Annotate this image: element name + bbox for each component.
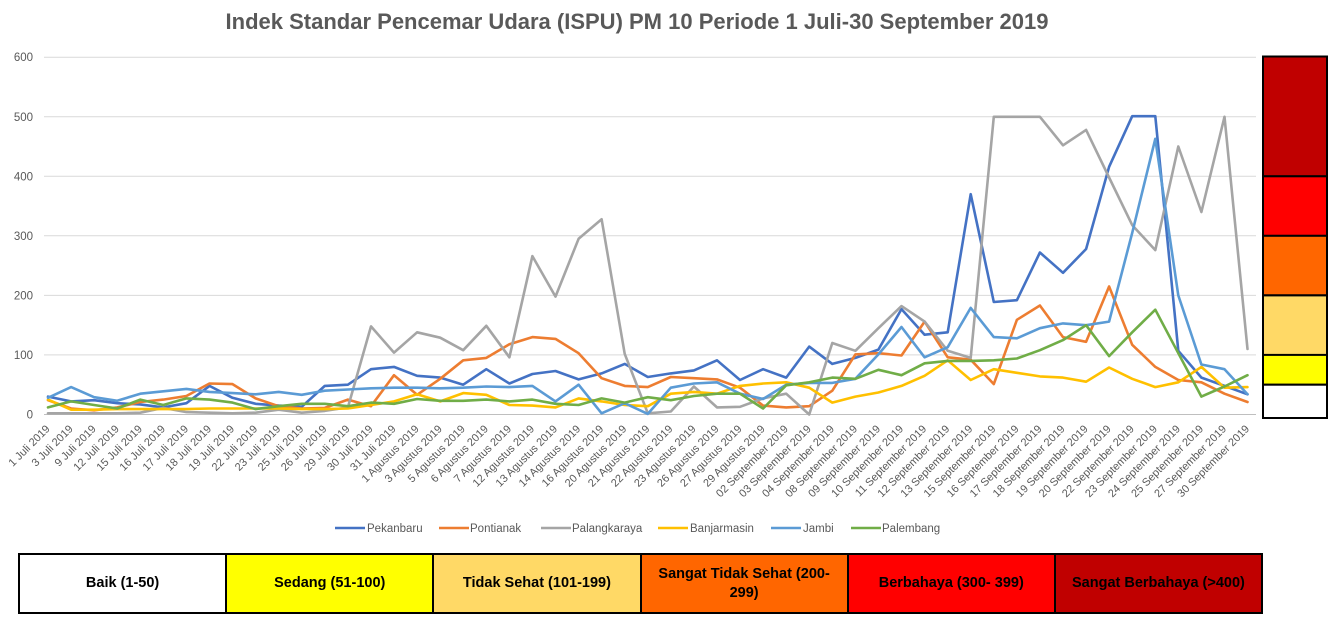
svg-text:100: 100 [14, 350, 33, 362]
svg-text:Pekanbaru: Pekanbaru [367, 523, 423, 535]
svg-text:600: 600 [14, 52, 33, 64]
svg-text:Palangkaraya: Palangkaraya [572, 523, 643, 535]
svg-text:500: 500 [14, 112, 33, 124]
svg-text:Jambi: Jambi [803, 523, 834, 535]
svg-text:300: 300 [14, 231, 33, 243]
svg-text:Palembang: Palembang [882, 523, 940, 535]
svg-text:400: 400 [14, 171, 33, 183]
svg-text:200: 200 [14, 290, 33, 302]
svg-text:Banjarmasin: Banjarmasin [690, 523, 754, 535]
svg-text:0: 0 [27, 410, 33, 422]
svg-text:Pontianak: Pontianak [470, 523, 521, 535]
